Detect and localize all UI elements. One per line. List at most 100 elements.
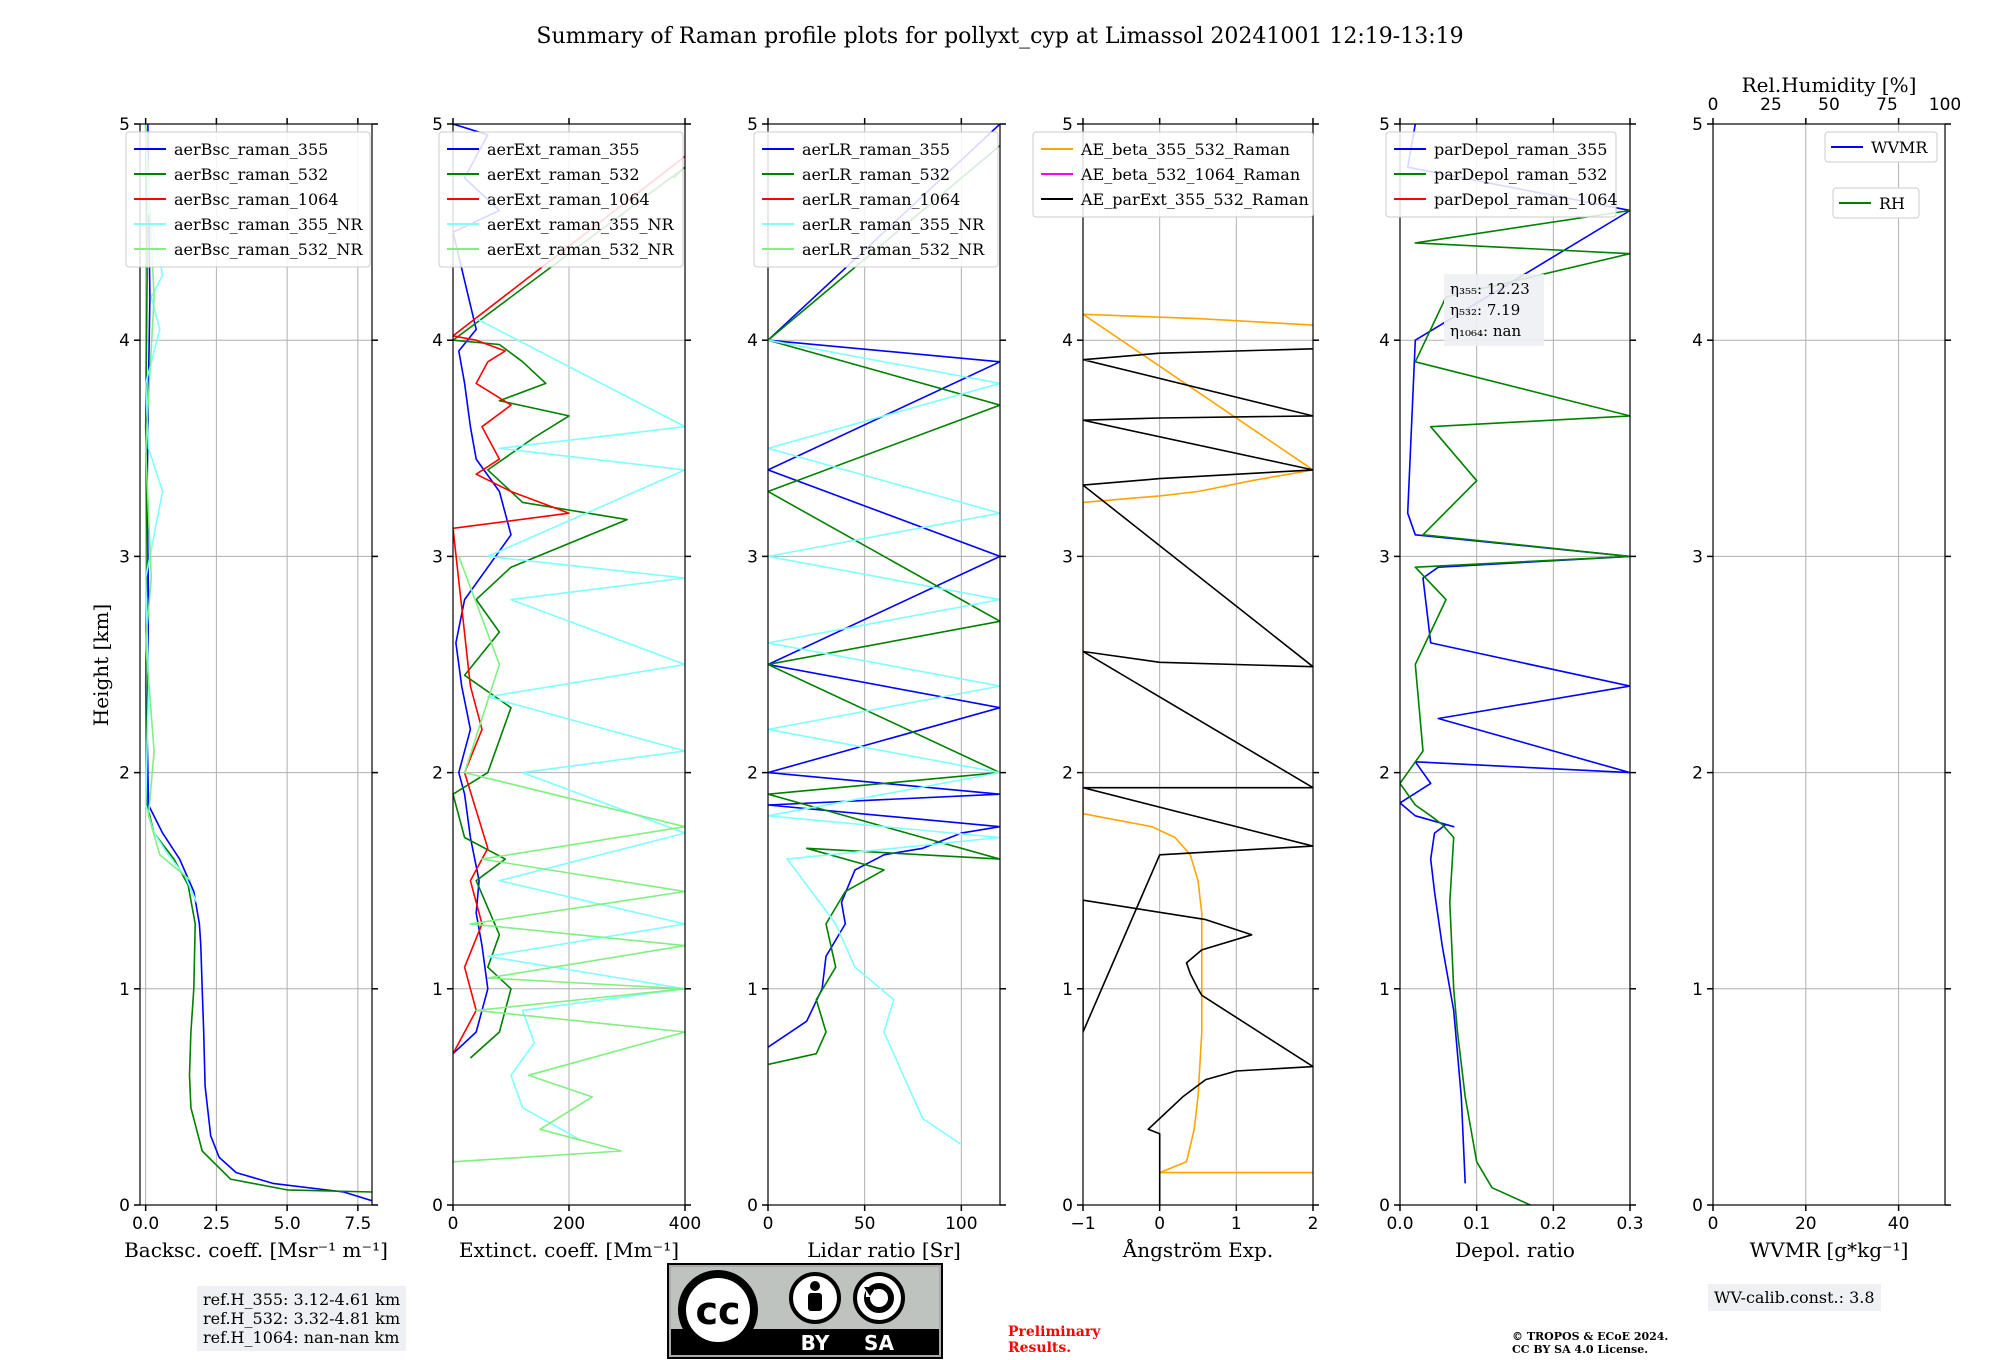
ref-height-532: ref.H_532: 3.32-4.81 km	[203, 1309, 401, 1328]
x-tick-label: 0	[1154, 1214, 1165, 1234]
series-line-aerExt_raman_532	[453, 166, 685, 1059]
legend-label: parDepol_raman_1064	[1434, 190, 1618, 209]
y-tick-label: 5	[1062, 115, 1073, 135]
series-line-aerExt_raman_532_NR	[453, 556, 685, 1163]
y-tick-label: 3	[432, 547, 443, 567]
y-tick-label: 0	[1379, 1196, 1390, 1216]
series-line-AE_parExt_355_532_Raman	[1083, 348, 1313, 1205]
legend-label: aerBsc_raman_532_NR	[174, 240, 363, 259]
x2-tick-label: 50	[1818, 95, 1840, 115]
legend-box	[1032, 131, 1314, 218]
series-line-aerLR_raman_355	[768, 124, 1000, 1048]
panel-bsc: 0.0 2.5 5.0 7.5 0 1 2 3 4 5 Backsc. coeff. [Msr⁻¹ …	[119, 115, 388, 1262]
legend-label: aerBsc_raman_355_NR	[174, 215, 363, 234]
y-tick-label: 2	[1692, 764, 1703, 784]
y-tick-label: 3	[119, 547, 130, 567]
legend-label: aerLR_raman_532	[802, 165, 950, 184]
x-tick-label: 400	[669, 1214, 701, 1234]
panels: 0.0 2.5 5.0 7.5 0 1 2 3 4 5 Backsc. coeff. [Msr⁻¹ …	[119, 73, 1961, 1262]
axes-frame	[767, 123, 1001, 1206]
y-axis-label: Height [km]	[89, 604, 113, 726]
y-tick-label: 1	[747, 980, 758, 1000]
legend-entry: RH	[1832, 187, 1920, 219]
annotation-text: η₁₀₆₄: nan	[1450, 322, 1521, 340]
x-tick-label: 20	[1795, 1214, 1817, 1234]
x-tick-label: 1	[1231, 1214, 1242, 1234]
legend-label: AE_beta_532_1064_Raman	[1080, 165, 1300, 184]
y-tick-label: 0	[747, 1196, 758, 1216]
x-tick-label: 0	[1708, 1214, 1719, 1234]
y-tick-label: 4	[1692, 331, 1703, 351]
series-group	[453, 124, 685, 1163]
series-line-aerBsc_raman_532_NR	[144, 124, 192, 882]
x-tick-label: 100	[945, 1214, 977, 1234]
legend-box	[1824, 131, 1938, 163]
y-tick-label: 1	[119, 980, 130, 1000]
panel-wv: 0 20 40 0 1 2 3 4 5 WVMR [g*kg⁻¹] 0 25 50 75 100 Rel.Hu…	[1692, 73, 1961, 1262]
panel-lr: 0 50 100 0 1 2 3 4 5 Lidar ratio [Sr] aerLR_raman_…	[747, 115, 1006, 1262]
series-line-aerLR_raman_532	[768, 144, 1000, 1066]
y-tick-label: 5	[432, 115, 443, 135]
series-line-aerBsc_raman_532	[144, 124, 372, 1193]
legend-label: aerExt_raman_355_NR	[487, 215, 675, 234]
series-line-parDepol_raman_355	[1400, 124, 1630, 1184]
x-tick-label: 0.1	[1463, 1214, 1490, 1234]
x-tick-label: 200	[553, 1214, 585, 1234]
legend-label: parDepol_raman_355	[1434, 140, 1607, 159]
sa-share-icon	[853, 1272, 905, 1324]
copyright-line-2: CC BY SA 4.0 License.	[1512, 1343, 1648, 1356]
x-tick-label: −1	[1070, 1214, 1095, 1234]
legend: AE_beta_355_532_Raman AE_beta_532_1064_Ra…	[1032, 131, 1314, 218]
x-tick-label: 0	[448, 1214, 459, 1234]
x-tick-label: 2.5	[203, 1214, 230, 1234]
legend-label: aerExt_raman_532_NR	[487, 240, 675, 259]
x-tick-label: 40	[1888, 1214, 1910, 1234]
y-tick-label: 5	[747, 115, 758, 135]
ref-height-box: ref.H_355: 3.12-4.61 km ref.H_532: 3.32-…	[197, 1286, 407, 1351]
y-tick-label: 4	[1062, 331, 1073, 351]
y-tick-label: 2	[747, 764, 758, 784]
legend-label: aerLR_raman_532_NR	[802, 240, 985, 259]
y-tick-label: 4	[119, 331, 130, 351]
y-tick-label: 3	[1379, 547, 1390, 567]
series-group	[1083, 313, 1313, 1205]
x-axis-label: Extinct. coeff. [Mm⁻¹]	[459, 1238, 679, 1262]
series-line-aerExt_raman_355_NR	[475, 317, 685, 1141]
y-tick-label: 0	[1062, 1196, 1073, 1216]
panel-depol: 0.0 0.1 0.2 0.3 0 1 2 3 4 5 Depol. ratio parDepol_r…	[1379, 115, 1643, 1262]
legend-label: aerLR_raman_1064	[802, 190, 960, 209]
ref-height-355: ref.H_355: 3.12-4.61 km	[203, 1290, 401, 1309]
x-tick-label: 5.0	[274, 1214, 301, 1234]
annotation-text: η₅₃₂: 7.19	[1450, 301, 1520, 319]
y-tick-label: 2	[1062, 764, 1073, 784]
legend: aerExt_raman_355 aerExt_raman_532 aerExt_r…	[438, 131, 684, 268]
legend-label: aerBsc_raman_532	[174, 165, 328, 184]
x2-tick-label: 0	[1708, 95, 1719, 115]
annotation-bg	[1444, 274, 1544, 346]
figure-title: Summary of Raman profile plots for polly…	[536, 24, 1463, 49]
x-tick-label: 0	[763, 1214, 774, 1234]
x-axis-label: WVMR [g*kg⁻¹]	[1750, 1238, 1909, 1262]
series-line-parDepol_raman_532	[1400, 209, 1630, 1205]
y-tick-label: 1	[432, 980, 443, 1000]
panel-ext: 0 200 400 0 1 2 3 4 5 Extinct. coeff. [Mm⁻¹] aerEx…	[432, 115, 701, 1262]
y-tick-label: 0	[119, 1196, 130, 1216]
legend-label: RH	[1879, 194, 1905, 213]
x-tick-label: 0.0	[1386, 1214, 1413, 1234]
y-tick-label: 3	[747, 547, 758, 567]
legend-box	[1385, 131, 1617, 218]
by-label: BY	[801, 1331, 830, 1355]
y-tick-label: 4	[747, 331, 758, 351]
series-group	[144, 124, 372, 1202]
x2-tick-label: 100	[1929, 95, 1961, 115]
series-line-aerBsc_raman_355	[146, 124, 372, 1202]
cc-by-sa-icon: cc BY SA	[667, 1263, 943, 1359]
y-tick-label: 3	[1062, 547, 1073, 567]
x-tick-label: 7.5	[344, 1214, 371, 1234]
x-tick-label: 50	[854, 1214, 876, 1234]
series-line-aerExt_raman_1064	[453, 155, 685, 1055]
legend: parDepol_raman_355 parDepol_raman_532 parD…	[1385, 131, 1618, 218]
y-tick-label: 4	[1379, 331, 1390, 351]
y-tick-label: 2	[119, 764, 130, 784]
